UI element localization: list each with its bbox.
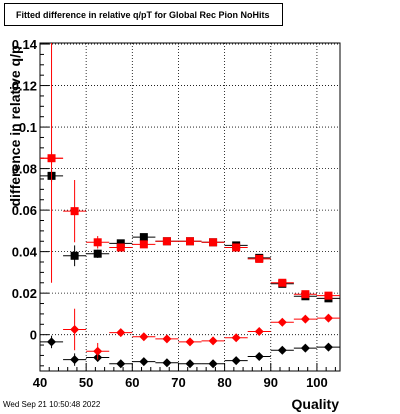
y-tick-label: 0.02	[12, 286, 37, 301]
data-point-diamond	[47, 153, 57, 163]
data-point-square	[232, 243, 241, 252]
x-tick-label: 80	[217, 375, 231, 390]
data-point-square	[301, 290, 310, 299]
data-point-diamond	[185, 359, 195, 369]
data-point-diamond	[277, 345, 287, 355]
data-point-diamond	[70, 324, 80, 334]
data-point-square	[93, 249, 102, 258]
data-marks	[40, 43, 340, 369]
plot-frame	[39, 42, 341, 372]
x-tick-label: 40	[33, 375, 47, 390]
data-point-square	[162, 237, 171, 246]
data-point-diamond	[254, 327, 264, 337]
data-point-diamond	[139, 357, 149, 367]
data-point-diamond	[116, 328, 126, 338]
timestamp-footer: Wed Sep 21 10:50:48 2022	[3, 400, 101, 409]
data-point-diamond	[323, 342, 333, 352]
data-point-diamond	[139, 332, 149, 342]
data-point-diamond	[208, 336, 218, 346]
data-point-diamond	[162, 334, 172, 344]
y-tick-label: 0	[30, 328, 37, 343]
data-point-diamond	[277, 317, 287, 327]
plot-title: Fitted difference in relative q/pT for G…	[16, 9, 270, 20]
data-point-diamond	[162, 358, 172, 368]
data-point-square	[186, 237, 194, 246]
data-point-diamond	[47, 337, 57, 347]
axes: 40 50 60 70 80 90 100 0 0.02 0.04 0.06 0.08 0.1 0.12 0…	[12, 37, 336, 390]
data-point-square	[139, 233, 148, 242]
data-point-square	[93, 238, 102, 247]
data-point-square	[278, 278, 287, 287]
y-tick-label: 0.14	[12, 37, 38, 52]
x-tick-label: 100	[306, 375, 328, 390]
x-tick-label: 50	[79, 375, 93, 390]
y-tick-label: 0.1	[19, 120, 37, 135]
data-point-square	[255, 254, 264, 263]
data-point-square	[70, 207, 79, 216]
y-tick-label: 0.04	[12, 245, 38, 260]
data-point-diamond	[93, 346, 103, 356]
y-axis-label: difference in relative q/p	[7, 45, 23, 206]
data-point-square	[116, 243, 125, 252]
data-point-diamond	[300, 314, 310, 324]
data-point-diamond	[300, 343, 310, 353]
x-tick-label: 90	[264, 375, 278, 390]
y-tick-label: 0.08	[12, 162, 37, 177]
data-point-square	[209, 238, 218, 247]
series-3	[40, 335, 340, 369]
x-axis-label: Quality	[291, 396, 339, 412]
series-4	[40, 151, 340, 360]
data-point-diamond	[231, 356, 241, 366]
data-point-diamond	[185, 337, 195, 347]
data-point-diamond	[70, 355, 80, 365]
data-point-square	[324, 291, 333, 300]
y-tick-label: 0.06	[12, 203, 37, 218]
x-tick-label: 60	[125, 375, 139, 390]
data-point-square	[116, 239, 125, 248]
data-point-diamond	[323, 313, 333, 323]
data-point-square	[139, 240, 148, 249]
x-tick-label: 70	[171, 375, 185, 390]
plot-title-box: Fitted difference in relative q/pT for G…	[4, 3, 283, 26]
grid	[39, 42, 341, 372]
data-point-diamond	[254, 351, 264, 361]
data-point-diamond	[208, 359, 218, 369]
y-tick-label: 0.12	[12, 79, 37, 94]
data-point-diamond	[231, 333, 241, 343]
data-point-square	[70, 251, 79, 260]
data-point-diamond	[116, 359, 126, 369]
